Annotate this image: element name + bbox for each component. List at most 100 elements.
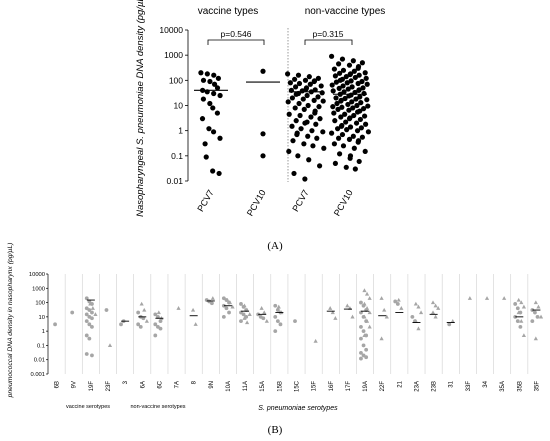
data-point bbox=[347, 124, 354, 130]
data-point bbox=[293, 118, 299, 124]
data-point-circle bbox=[119, 322, 123, 327]
data-point bbox=[291, 170, 297, 177]
data-point bbox=[302, 176, 308, 182]
data-point-triangle bbox=[367, 310, 372, 315]
data-point bbox=[359, 134, 365, 140]
x-tick-label: PCV10 bbox=[332, 188, 355, 218]
data-point bbox=[214, 110, 220, 116]
data-point-circle bbox=[275, 319, 280, 324]
data-point bbox=[344, 80, 350, 86]
panel-b-y-tick-label: 10000 bbox=[29, 272, 45, 278]
data-point-triangle bbox=[533, 300, 538, 305]
data-point-circle bbox=[153, 333, 158, 338]
data-point bbox=[210, 168, 216, 174]
x-tick-label: 17F bbox=[346, 381, 352, 392]
data-point-circle bbox=[224, 306, 229, 311]
data-point bbox=[331, 141, 337, 147]
x-tick-label: 34 bbox=[483, 380, 489, 387]
data-point-triangle bbox=[364, 291, 370, 296]
panel-a-y-tick-label: 0.01 bbox=[166, 176, 183, 186]
panel-b-points bbox=[53, 288, 544, 361]
data-point-circle bbox=[273, 329, 278, 334]
data-point-triangle bbox=[350, 314, 355, 319]
data-point bbox=[363, 121, 369, 127]
data-point-triangle bbox=[382, 307, 387, 312]
x-tick-label: 15B bbox=[277, 381, 283, 392]
data-point bbox=[356, 87, 362, 93]
x-tick-label: 7A bbox=[175, 381, 181, 388]
data-point bbox=[359, 60, 365, 66]
data-point-circle bbox=[361, 343, 366, 348]
data-point bbox=[211, 72, 217, 78]
data-point-triangle bbox=[418, 310, 424, 315]
data-point-circle bbox=[210, 301, 214, 306]
data-point bbox=[306, 157, 312, 163]
data-point bbox=[297, 112, 303, 119]
panel-a-y-tick-label: 1 bbox=[178, 126, 183, 136]
data-point-triangle bbox=[330, 310, 335, 315]
data-point-circle bbox=[84, 312, 89, 317]
data-point-circle bbox=[515, 319, 520, 324]
data-point bbox=[360, 85, 366, 91]
data-point bbox=[215, 75, 221, 81]
data-point bbox=[344, 127, 350, 133]
x-tick-label: 23B bbox=[432, 381, 438, 392]
data-point bbox=[206, 126, 212, 132]
data-point bbox=[356, 158, 362, 165]
panel-a-y-tick-label: 100 bbox=[169, 75, 183, 85]
data-point bbox=[348, 78, 354, 84]
data-point-circle bbox=[53, 322, 57, 327]
data-point bbox=[320, 98, 326, 104]
data-point-circle bbox=[239, 319, 243, 324]
x-tick-label: PCV7 bbox=[290, 188, 310, 213]
data-point bbox=[331, 110, 337, 116]
data-point bbox=[339, 131, 346, 138]
data-point-triangle bbox=[433, 303, 438, 308]
data-point bbox=[338, 98, 344, 104]
x-tick-label: 6B bbox=[55, 381, 61, 388]
data-point-triangle bbox=[262, 310, 267, 315]
data-point-triangle bbox=[367, 324, 372, 329]
data-point bbox=[287, 80, 293, 86]
data-point-triangle bbox=[516, 310, 521, 315]
data-point bbox=[305, 102, 311, 109]
data-point-triangle bbox=[416, 304, 421, 309]
data-point bbox=[336, 85, 342, 91]
data-point bbox=[302, 120, 308, 126]
data-point-circle bbox=[136, 322, 141, 327]
data-point-triangle bbox=[413, 318, 418, 323]
data-point-circle bbox=[515, 306, 520, 311]
data-point bbox=[355, 80, 361, 87]
data-point bbox=[343, 74, 349, 80]
x-tick-label: 33F bbox=[466, 381, 472, 392]
data-point bbox=[358, 125, 364, 131]
data-point-circle bbox=[513, 302, 518, 306]
data-point bbox=[211, 90, 217, 97]
data-point bbox=[293, 91, 299, 97]
x-tick-label: 19A bbox=[363, 381, 369, 392]
data-point-circle bbox=[410, 314, 415, 319]
panel-b-caption: (B) bbox=[268, 424, 283, 436]
data-point bbox=[294, 131, 300, 138]
data-point-triangle bbox=[384, 314, 389, 319]
data-point bbox=[210, 129, 217, 135]
data-point-circle bbox=[361, 329, 366, 334]
data-point bbox=[342, 95, 348, 102]
group-label-non-vaccine-types: non-vaccine types bbox=[305, 6, 386, 17]
panel-b-y-tick-label: 10 bbox=[39, 315, 45, 321]
data-point-circle bbox=[239, 302, 243, 306]
data-point bbox=[293, 84, 299, 90]
data-point bbox=[353, 96, 359, 102]
data-point-circle bbox=[221, 314, 226, 319]
data-point bbox=[329, 82, 335, 88]
data-point bbox=[307, 81, 313, 87]
data-point bbox=[362, 113, 368, 119]
data-point bbox=[211, 81, 218, 87]
data-point-triangle bbox=[362, 333, 367, 338]
data-point bbox=[345, 101, 351, 108]
x-tick-label: 23A bbox=[414, 381, 420, 392]
data-point-triangle bbox=[416, 326, 421, 331]
data-point bbox=[210, 105, 216, 111]
data-point bbox=[340, 143, 347, 149]
data-point bbox=[300, 96, 306, 102]
